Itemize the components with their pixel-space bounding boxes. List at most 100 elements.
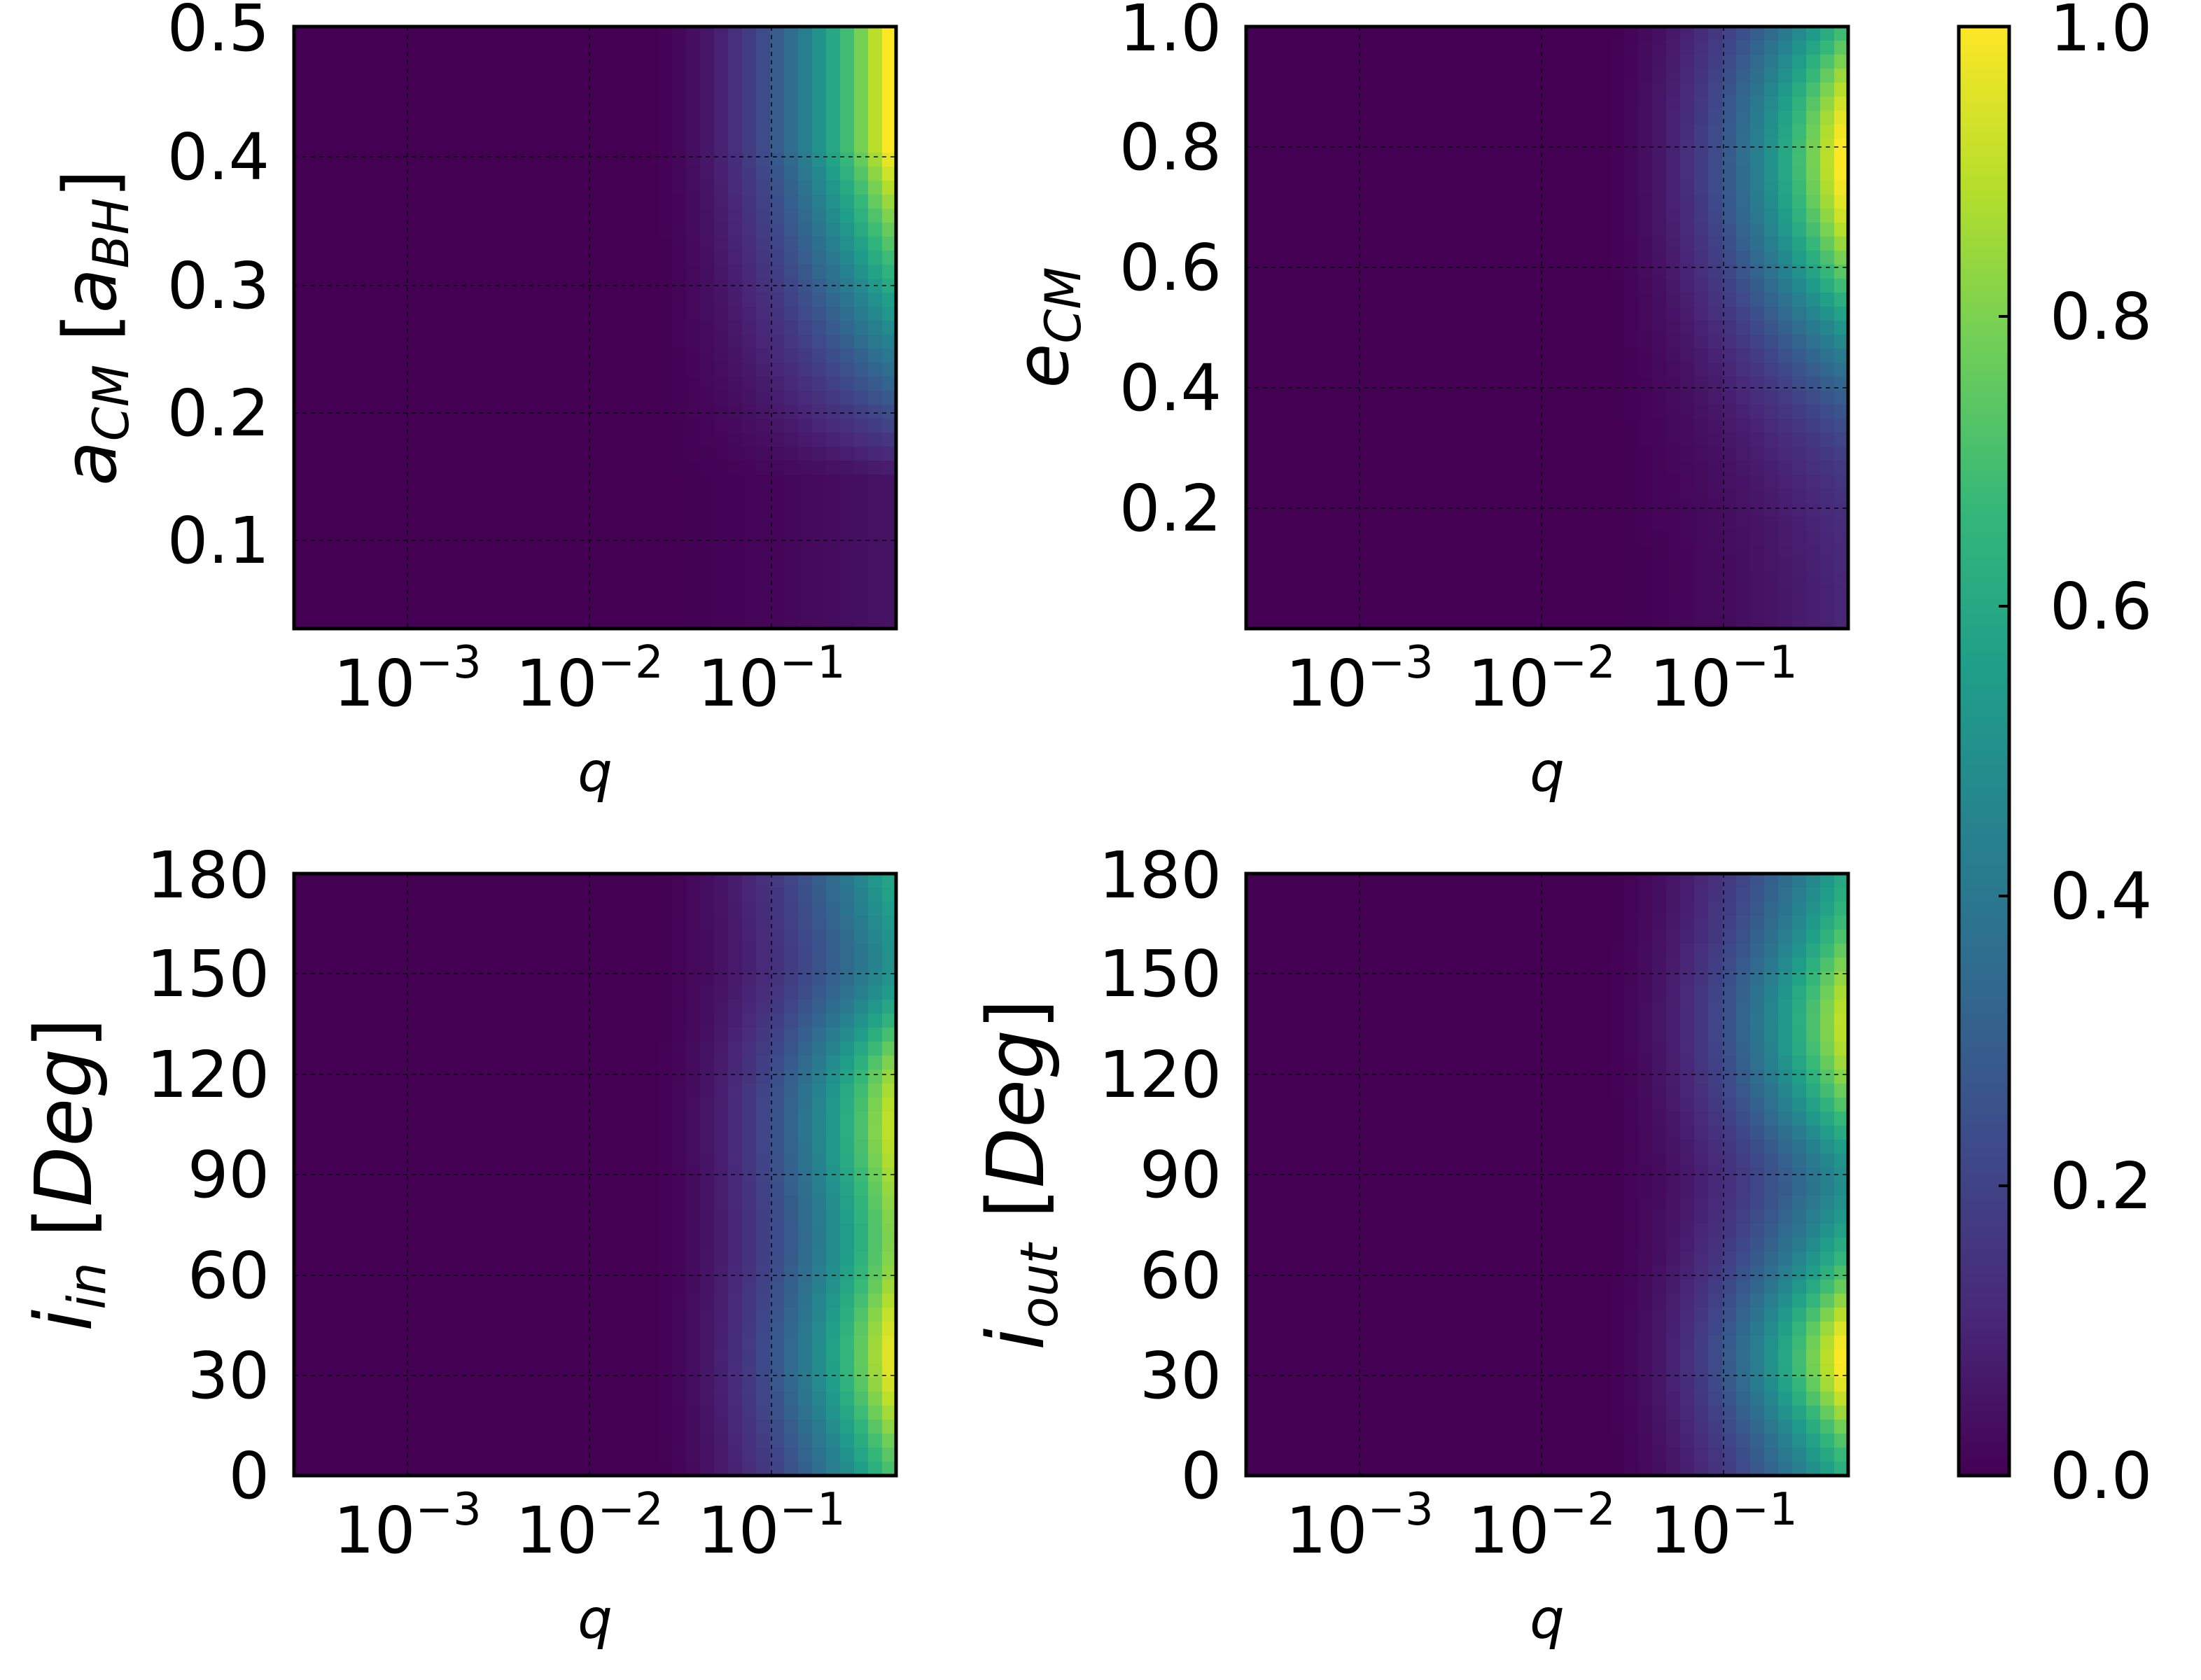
heatmap-cell	[1722, 615, 1737, 629]
heatmap-cell	[1428, 447, 1443, 461]
heatmap-cell	[518, 1084, 533, 1098]
heatmap-cell	[420, 615, 435, 629]
heatmap-cell	[1638, 615, 1653, 629]
heatmap-cell	[434, 1322, 449, 1336]
heatmap-cell	[574, 902, 589, 916]
heatmap-cell	[728, 517, 743, 531]
heatmap-cell	[1694, 433, 1709, 447]
heatmap-cell	[294, 321, 309, 335]
heatmap-cell	[1666, 41, 1681, 55]
heatmap-cell	[1666, 321, 1681, 335]
heatmap-cell	[1386, 405, 1401, 419]
heatmap-cell	[700, 419, 715, 433]
heatmap-cell	[462, 559, 477, 573]
heatmap-cell	[294, 377, 309, 391]
heatmap-cell	[1358, 321, 1373, 335]
heatmap-cell	[1596, 181, 1611, 195]
heatmap-cell	[770, 139, 785, 153]
heatmap-cell	[294, 1042, 309, 1056]
heatmap-cell	[546, 916, 561, 930]
heatmap-cell	[574, 195, 589, 209]
heatmap-cell	[462, 972, 477, 986]
heatmap-cell	[1260, 419, 1275, 433]
heatmap-cell	[1372, 41, 1387, 55]
heatmap-cell	[336, 251, 351, 265]
heatmap-cell	[742, 111, 757, 125]
heatmap-cell	[630, 1112, 645, 1126]
heatmap-cell	[336, 944, 351, 958]
heatmap-cell	[308, 1406, 323, 1420]
heatmap-cell	[868, 419, 883, 433]
heatmap-cell	[294, 573, 309, 587]
heatmap-cell	[378, 888, 393, 902]
heatmap-cell	[532, 916, 547, 930]
heatmap-cell	[1358, 349, 1373, 363]
heatmap-cell	[588, 503, 603, 517]
heatmap-cell	[1498, 125, 1513, 139]
heatmap-cell	[714, 55, 729, 69]
heatmap-cell	[1288, 209, 1303, 223]
heatmap-cell	[490, 1238, 505, 1252]
heatmap-cell	[1288, 27, 1303, 41]
heatmap-cell	[1330, 405, 1345, 419]
heatmap-cell	[1456, 545, 1471, 559]
heatmap-cell	[546, 1294, 561, 1308]
heatmap-cell	[1316, 335, 1331, 349]
heatmap-cell	[1484, 573, 1499, 587]
heatmap-cell	[532, 97, 547, 111]
heatmap-cell	[1834, 97, 1849, 111]
heatmap-cell	[322, 181, 337, 195]
heatmap-cell	[448, 559, 463, 573]
heatmap-cell	[462, 1266, 477, 1280]
heatmap-cell	[364, 167, 379, 181]
heatmap-cell	[308, 888, 323, 902]
heatmap-cell	[1400, 545, 1415, 559]
heatmap-cell	[672, 1056, 687, 1070]
heatmap-cell	[308, 1294, 323, 1308]
heatmap-cell	[1498, 349, 1513, 363]
heatmap-cell	[1806, 433, 1821, 447]
heatmap-cell	[1764, 125, 1779, 139]
heatmap-cell	[1526, 251, 1541, 265]
heatmap-cell	[1442, 83, 1457, 97]
heatmap-cell	[1540, 55, 1555, 69]
heatmap-cell	[658, 209, 673, 223]
heatmap-cell	[532, 888, 547, 902]
heatmap-cell	[560, 601, 575, 615]
heatmap-cell	[1610, 587, 1625, 601]
heatmap-cell	[1358, 433, 1373, 447]
heatmap-cell	[588, 1350, 603, 1364]
heatmap-cell	[1456, 195, 1471, 209]
heatmap-cell	[574, 1336, 589, 1350]
heatmap-cell	[588, 125, 603, 139]
heatmap-cell	[588, 139, 603, 153]
heatmap-cell	[322, 419, 337, 433]
heatmap-cell	[1344, 377, 1359, 391]
heatmap-cell	[406, 1000, 421, 1014]
heatmap-cell	[1694, 83, 1709, 97]
heatmap-cell	[350, 559, 365, 573]
heatmap-cell	[1694, 517, 1709, 531]
heatmap-cell	[518, 972, 533, 986]
heatmap-cell	[1820, 363, 1835, 377]
heatmap-cell	[1540, 531, 1555, 545]
heatmap-cell	[532, 1364, 547, 1378]
heatmap-cell	[658, 1322, 673, 1336]
heatmap-cell	[1624, 279, 1639, 293]
heatmap-cell	[644, 111, 659, 125]
heatmap-cell	[1652, 545, 1667, 559]
heatmap-cell	[1414, 335, 1429, 349]
heatmap-cell	[532, 573, 547, 587]
heatmap-cell	[756, 447, 771, 461]
heatmap-cell	[868, 125, 883, 139]
heatmap-cell	[616, 1196, 631, 1210]
heatmap-cell	[462, 1252, 477, 1266]
heatmap-cell	[882, 377, 897, 391]
heatmap-cell	[308, 1322, 323, 1336]
heatmap-cell	[672, 279, 687, 293]
heatmap-cell	[868, 55, 883, 69]
heatmap-cell	[658, 1056, 673, 1070]
heatmap-cell	[630, 1126, 645, 1140]
heatmap-cell	[448, 391, 463, 405]
heatmap-cell	[308, 279, 323, 293]
